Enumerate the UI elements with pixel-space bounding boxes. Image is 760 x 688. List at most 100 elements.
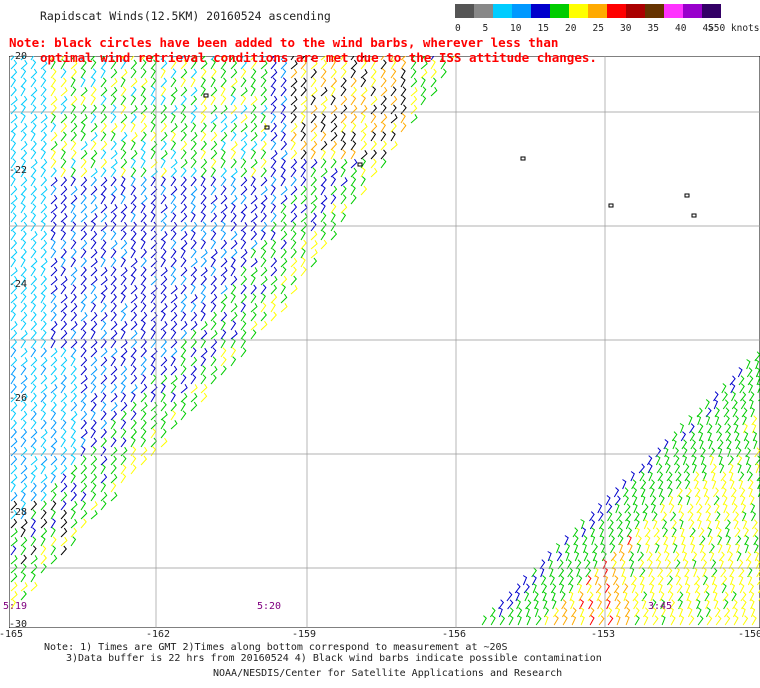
wind-barb xyxy=(647,559,653,570)
wind-barb xyxy=(508,615,514,626)
wind-barb xyxy=(290,158,298,169)
wind-barb xyxy=(704,495,710,506)
wind-barb xyxy=(616,615,621,626)
wind-barb xyxy=(210,68,217,79)
wind-barb xyxy=(130,311,138,322)
wind-barb xyxy=(517,615,522,626)
wind-barb xyxy=(40,258,48,268)
wind-barb xyxy=(360,87,368,97)
wind-barb xyxy=(90,185,98,196)
wind-barb xyxy=(617,527,623,538)
wind-barb xyxy=(748,479,754,490)
wind-barb xyxy=(20,77,27,88)
wind-barb xyxy=(605,591,612,602)
wind-barb xyxy=(170,87,178,97)
wind-barb xyxy=(628,551,635,562)
wind-barb xyxy=(50,266,58,277)
wind-barb xyxy=(170,95,176,106)
wind-barb xyxy=(200,311,206,322)
wind-barb xyxy=(70,185,78,196)
wind-barb xyxy=(340,185,347,196)
wind-barb xyxy=(636,535,642,546)
wind-barb xyxy=(220,95,227,106)
wind-barb xyxy=(700,551,707,562)
wind-barb xyxy=(60,149,66,160)
wind-barb xyxy=(80,230,88,241)
wind-barb xyxy=(30,410,37,421)
wind-barb xyxy=(659,591,665,602)
wind-barb xyxy=(619,551,625,562)
wind-barb xyxy=(300,56,306,61)
wind-barb xyxy=(50,455,58,466)
wind-barb xyxy=(50,230,56,241)
wind-barb xyxy=(639,471,645,482)
wind-barb xyxy=(90,437,98,448)
wind-barb xyxy=(719,559,724,570)
wind-barb xyxy=(390,131,396,142)
wind-barb xyxy=(40,356,48,367)
wind-barb xyxy=(593,559,598,570)
wind-barb xyxy=(100,365,107,376)
wind-barb xyxy=(600,535,605,546)
wind-barb xyxy=(170,302,178,313)
wind-barb xyxy=(140,113,147,124)
wind-barb xyxy=(110,275,117,286)
wind-barb xyxy=(743,431,749,442)
wind-barb xyxy=(120,383,126,394)
wind-barb xyxy=(742,415,747,426)
wind-barb xyxy=(740,591,747,602)
wind-barb xyxy=(754,359,760,370)
wind-barb xyxy=(631,575,637,586)
wind-barb xyxy=(10,419,17,430)
wind-barb xyxy=(706,519,712,530)
wind-barb xyxy=(350,149,356,160)
wind-barb xyxy=(580,519,585,530)
wind-barb xyxy=(220,311,228,322)
wind-barb xyxy=(170,266,177,277)
wind-barb xyxy=(180,77,186,88)
wind-barb xyxy=(220,320,226,331)
wind-barbs-layer xyxy=(10,56,760,626)
wind-barb xyxy=(150,419,158,430)
wind-barb xyxy=(689,431,696,442)
wind-barb xyxy=(120,464,127,475)
wind-barb xyxy=(300,68,307,79)
wind-barb xyxy=(140,86,146,97)
wind-barb xyxy=(420,77,426,88)
wind-barb xyxy=(40,122,48,133)
wind-barb xyxy=(380,95,387,106)
wind-barb xyxy=(70,212,77,223)
wind-barb xyxy=(120,203,128,214)
wind-barb xyxy=(20,375,28,385)
wind-barb xyxy=(230,131,237,142)
wind-barb xyxy=(280,86,287,97)
wind-barb xyxy=(100,203,108,214)
wind-barb xyxy=(230,113,238,124)
wind-barb xyxy=(40,266,46,277)
wind-barb xyxy=(70,56,76,61)
legend-color-cell xyxy=(474,4,493,18)
wind-barb xyxy=(110,230,117,241)
wind-barb xyxy=(150,266,158,277)
wind-barb xyxy=(735,543,741,554)
wind-barb xyxy=(30,491,37,502)
wind-barb xyxy=(50,392,57,403)
wind-barb xyxy=(50,276,58,286)
wind-barb xyxy=(60,239,67,250)
wind-barb xyxy=(588,607,595,618)
wind-barb xyxy=(150,392,156,403)
wind-barb xyxy=(140,275,147,286)
wind-barb xyxy=(652,511,658,522)
longitude-label: -162 xyxy=(146,629,171,640)
wind-barb xyxy=(200,77,206,88)
wind-barb xyxy=(410,56,415,61)
wind-barb xyxy=(688,519,695,530)
wind-barb xyxy=(200,122,207,133)
wind-barb xyxy=(160,437,168,448)
wind-barb xyxy=(370,95,378,106)
wind-barb xyxy=(747,575,753,586)
wind-barb xyxy=(669,599,676,610)
wind-barb xyxy=(80,365,88,376)
wind-barb xyxy=(645,535,651,546)
wind-barb xyxy=(50,384,58,394)
